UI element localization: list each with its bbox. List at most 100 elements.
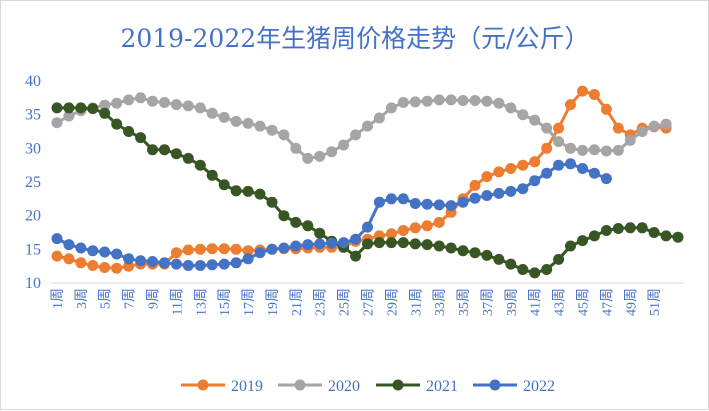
y-tick-label: 30 [25,140,41,157]
data-point [147,144,158,156]
y-tick-label: 10 [25,275,41,292]
data-point [433,216,445,228]
data-point [588,144,600,156]
data-point [385,102,397,114]
data-point [600,173,612,185]
data-point [457,245,469,257]
data-point [565,158,576,170]
y-tick-label: 15 [25,241,41,258]
series-2021 [51,102,684,279]
data-point [445,242,457,254]
data-point [421,239,433,251]
data-point [182,100,194,112]
x-tick-label: 25周 [338,288,353,316]
data-point [302,239,314,251]
data-point [278,210,290,222]
x-tick-label: 39周 [505,288,520,316]
data-point [505,258,517,270]
data-point [254,247,266,259]
data-point [87,245,99,257]
data-point [135,92,147,104]
data-point [194,260,206,271]
data-point [242,185,254,197]
data-point [99,107,111,119]
data-point [242,245,254,257]
y-axis: 10 15 20 25 30 35 40 [25,73,41,292]
data-point [206,243,218,255]
data-point [373,112,385,124]
data-point [409,238,421,250]
data-point [505,185,517,197]
data-point [553,136,565,148]
data-point [350,233,362,245]
data-point [493,253,505,265]
data-point [302,152,314,164]
data-point [433,94,445,106]
data-point [409,222,421,234]
data-point [218,243,230,255]
data-point [409,96,421,108]
data-point [326,237,338,249]
data-point [218,258,230,270]
data-point [111,262,123,274]
data-point [75,242,87,254]
data-point [194,102,206,114]
data-point [457,95,469,106]
data-point [230,185,242,197]
data-point [648,227,660,238]
x-tick-label: 49周 [624,288,639,316]
data-point [314,227,326,239]
data-point [397,237,409,249]
x-tick-label: 19周 [266,288,281,316]
data-point [290,240,302,252]
x-tick-label: 23周 [314,288,329,316]
data-point [577,144,588,156]
data-point [182,260,194,271]
data-point [135,255,147,267]
data-point [553,159,565,171]
data-point [385,193,397,205]
data-point [660,230,672,242]
data-point [624,222,636,234]
data-point [529,156,541,168]
legend-label: 2020 [328,378,360,395]
x-tick-label: 29周 [385,288,400,316]
data-point [612,144,624,156]
data-point [278,242,290,254]
data-point [338,237,350,249]
data-point [147,256,158,267]
legend: 2019 2020 2021 2022 [181,378,555,395]
data-point [51,102,63,114]
data-point [529,114,541,126]
x-tick-label: 17周 [242,288,257,316]
data-point [99,246,111,258]
data-point [624,134,636,146]
series-line [55,96,668,160]
data-point [565,240,576,252]
data-point [266,196,278,208]
x-tick-label: 13周 [194,288,209,316]
legend-label: 2021 [426,378,458,395]
data-point [230,115,242,127]
data-point [577,235,588,247]
data-point [194,243,206,255]
data-point [182,152,194,164]
series-2022 [51,158,612,271]
x-tick-label: 21周 [290,288,305,316]
data-point [266,243,278,255]
data-point [541,142,553,154]
data-point [660,118,672,130]
data-point [278,129,290,141]
data-point [326,146,338,158]
y-tick-label: 20 [25,208,41,225]
data-point [600,145,612,157]
data-point [553,122,565,134]
data-point [517,159,529,171]
data-point [505,163,517,174]
data-point [111,97,123,109]
data-point [397,97,409,108]
data-point [230,257,242,269]
data-point [230,243,242,255]
data-point [147,95,158,107]
data-point [123,253,135,265]
